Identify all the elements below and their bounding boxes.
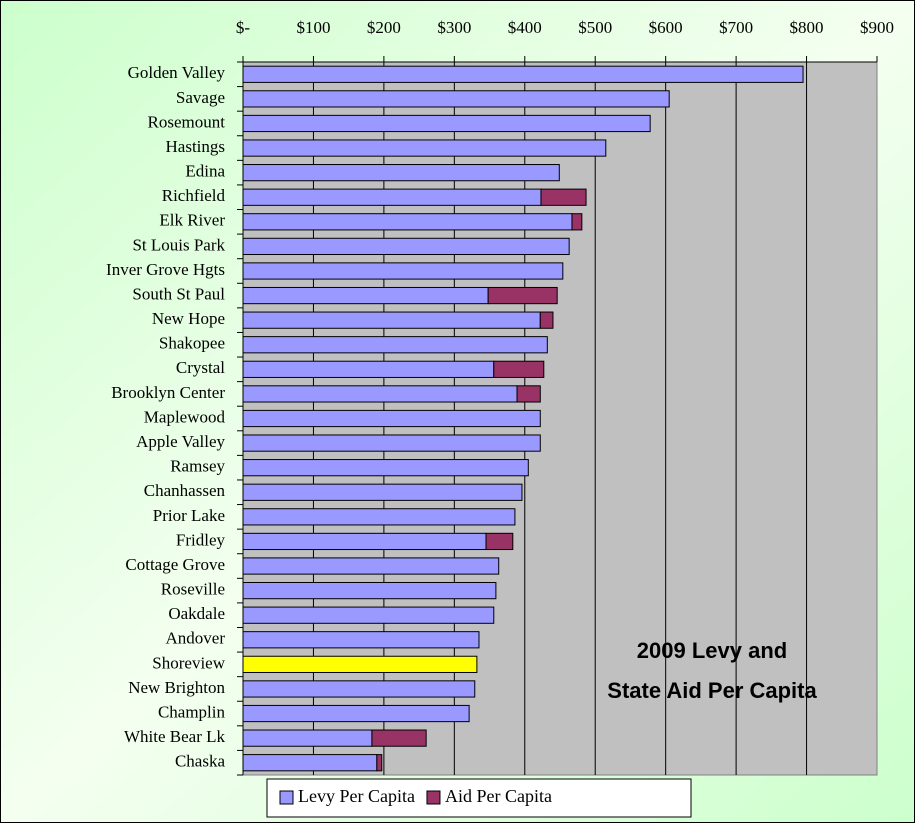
bar-segment bbox=[242, 164, 560, 182]
y-tick-label: White Bear Lk bbox=[124, 727, 226, 746]
annotation: 2009 Levy and bbox=[637, 638, 787, 663]
bar-segment bbox=[376, 754, 383, 772]
y-tick-label: Rosemount bbox=[148, 112, 226, 131]
legend-swatch bbox=[426, 790, 441, 805]
x-tick-label: $500 bbox=[578, 18, 612, 37]
bar-segment bbox=[242, 557, 500, 575]
x-tick-label: $900 bbox=[860, 18, 894, 37]
bar-segment bbox=[571, 213, 583, 231]
legend-swatch bbox=[279, 790, 294, 805]
y-tick-label: Richfield bbox=[162, 186, 226, 205]
bar-segment bbox=[242, 704, 470, 723]
y-tick-label: Shoreview bbox=[152, 653, 225, 672]
y-tick-label: New Brighton bbox=[128, 678, 225, 697]
bar-segment bbox=[242, 336, 548, 354]
bar-segment bbox=[242, 139, 607, 157]
y-tick-label: Maplewood bbox=[144, 407, 226, 426]
y-tick-label: Shakopee bbox=[159, 334, 225, 353]
bar-segment bbox=[242, 65, 804, 83]
bar-segment bbox=[242, 631, 480, 649]
bar-segment bbox=[242, 114, 651, 133]
bar-segment bbox=[242, 655, 478, 673]
y-tick-label: Hastings bbox=[166, 137, 226, 156]
y-tick-label: Chaska bbox=[175, 752, 226, 771]
y-tick-label: Elk River bbox=[159, 211, 225, 230]
bar-segment bbox=[493, 360, 545, 378]
y-tick-label: Golden Valley bbox=[128, 63, 226, 82]
y-tick-label: Crystal bbox=[176, 358, 225, 377]
x-tick-label: $800 bbox=[790, 18, 824, 37]
bar-segment bbox=[242, 729, 373, 747]
bar-segment bbox=[242, 213, 573, 231]
bars bbox=[242, 65, 804, 772]
x-tick-label: $400 bbox=[508, 18, 542, 37]
bar-segment bbox=[516, 385, 541, 403]
x-tick-label: $100 bbox=[296, 18, 330, 37]
y-tick-label: Edina bbox=[185, 162, 225, 181]
labels: $- $100 $200 $300 $400 $500 $600 $700 $800 $900 Go… bbox=[106, 18, 894, 771]
y-tick-label: Andover bbox=[166, 629, 226, 648]
bar-segment bbox=[242, 237, 570, 256]
y-tick-label: Roseville bbox=[161, 580, 225, 599]
y-tick-label: Savage bbox=[176, 88, 225, 107]
x-tick-label: $600 bbox=[649, 18, 683, 37]
bar-segment bbox=[242, 532, 487, 551]
bar-segment bbox=[242, 508, 516, 526]
legend bbox=[266, 778, 692, 818]
bar-segment bbox=[371, 729, 427, 747]
bar-segment bbox=[539, 311, 554, 329]
bar-segment bbox=[242, 581, 497, 600]
bar-segment bbox=[242, 409, 541, 428]
y-tick-label: St Louis Park bbox=[132, 235, 225, 254]
bar-segment bbox=[242, 434, 541, 452]
y-tick-label: New Hope bbox=[152, 309, 225, 328]
bar-segment bbox=[242, 311, 541, 329]
bar-segment bbox=[487, 286, 558, 305]
annotation: State Aid Per Capita bbox=[607, 678, 817, 703]
bar-segment bbox=[540, 188, 587, 206]
y-tick-label: Inver Grove Hgts bbox=[106, 260, 225, 279]
y-tick-label: South St Paul bbox=[132, 284, 225, 303]
bar-segment bbox=[485, 532, 514, 551]
y-tick-label: Ramsey bbox=[170, 457, 225, 476]
x-tick-label: $200 bbox=[367, 18, 401, 37]
bar-segment bbox=[242, 459, 529, 477]
bar-segment bbox=[242, 606, 495, 624]
bar-segment bbox=[242, 754, 378, 772]
y-tick-label: Chanhassen bbox=[144, 481, 226, 500]
y-tick-label: Oakdale bbox=[168, 604, 225, 623]
y-tick-label: Champlin bbox=[158, 702, 226, 721]
bar-segment bbox=[242, 483, 523, 501]
legend-label: Aid Per Capita bbox=[445, 786, 552, 806]
bar-segment bbox=[242, 385, 518, 403]
x-tick-label: $700 bbox=[719, 18, 753, 37]
y-tick-label: Fridley bbox=[176, 530, 226, 549]
bar-segment bbox=[242, 188, 542, 206]
legend-label: Levy Per Capita bbox=[298, 786, 415, 806]
y-tick-label: Brooklyn Center bbox=[111, 383, 225, 402]
bar-segment bbox=[242, 286, 489, 305]
bar-segment bbox=[242, 680, 476, 698]
y-tick-label: Cottage Grove bbox=[125, 555, 225, 574]
bar-segment bbox=[242, 90, 670, 108]
x-tick-label: $300 bbox=[437, 18, 471, 37]
legend-items: Levy Per Capita Aid Per Capita bbox=[279, 786, 552, 806]
bar-segment bbox=[242, 262, 564, 280]
bar-segment bbox=[242, 360, 495, 378]
x-tick-label: $- bbox=[236, 18, 251, 37]
y-tick-label: Apple Valley bbox=[136, 432, 225, 451]
y-tick-label: Prior Lake bbox=[153, 506, 225, 525]
